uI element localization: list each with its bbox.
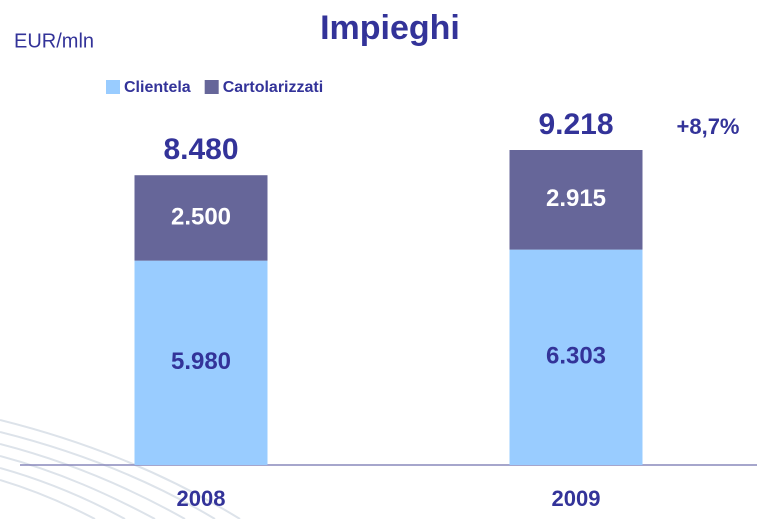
value-label: 6.303 (546, 343, 606, 370)
total-label: 8.480 (163, 133, 238, 166)
value-label: 2.915 (546, 185, 606, 212)
chart: EUR/mln Impieghi +8,7% Clientela Cartolar… (0, 0, 779, 519)
value-label: 2.500 (171, 203, 231, 230)
unit-label: EUR/mln (14, 30, 94, 52)
x-tick-label: 2008 (177, 486, 226, 511)
x-tick-label: 2009 (552, 486, 601, 511)
page: {"chart_data": { "type": "stacked-bar", … (0, 0, 779, 519)
legend-label: Clientela (124, 79, 191, 96)
annotation: +8,7% (677, 114, 740, 139)
total-label: 9.218 (538, 108, 613, 141)
legend-swatch (106, 80, 120, 94)
legend-label: Cartolarizzati (223, 79, 323, 96)
value-label: 5.980 (171, 348, 231, 375)
chart-title: Impieghi (320, 9, 460, 47)
legend-swatch (205, 80, 219, 94)
